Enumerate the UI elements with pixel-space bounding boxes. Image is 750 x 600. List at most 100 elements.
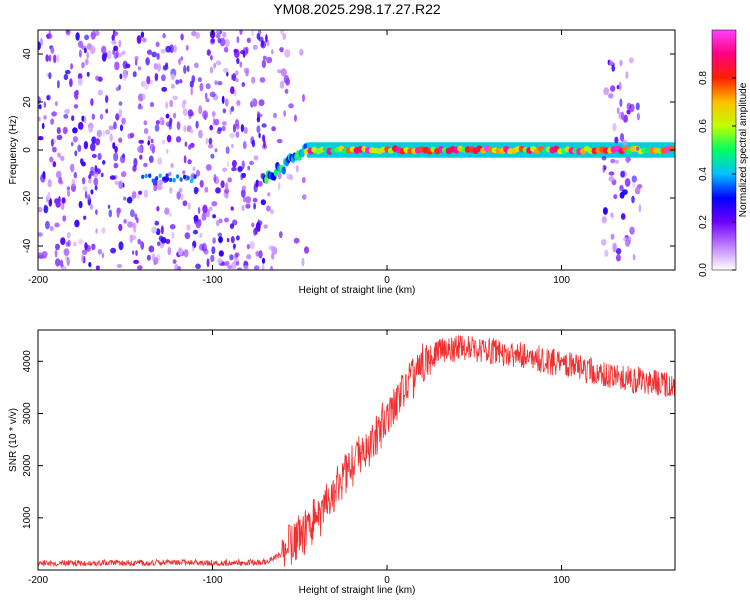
noise-blob (118, 39, 122, 48)
noise-blob (137, 93, 144, 102)
noise-blob (224, 182, 229, 191)
noise-blob (91, 243, 96, 250)
noise-blob (155, 120, 160, 125)
noise-blob (78, 238, 84, 245)
noise-blob (119, 73, 123, 80)
noise-blob (160, 237, 167, 244)
noise-blob (632, 181, 635, 188)
noise-blob (97, 249, 103, 255)
noise-blob (201, 242, 207, 252)
noise-blob (162, 32, 166, 39)
noise-blob (178, 187, 183, 193)
noise-blob (123, 219, 127, 224)
noise-blob (134, 213, 138, 220)
noise-blob (225, 191, 229, 199)
noise-blob (628, 57, 634, 64)
noise-blob (91, 34, 95, 40)
noise-blob (84, 34, 90, 41)
noise-blob (186, 224, 191, 231)
noise-blob (231, 159, 237, 168)
noise-blob (218, 250, 224, 257)
noise-blob (168, 212, 172, 217)
noise-blob (249, 241, 255, 250)
noise-blob (73, 171, 78, 179)
noise-blob (253, 202, 256, 210)
noise-blob (136, 265, 143, 270)
noise-blob (164, 207, 170, 215)
noise-blob (204, 92, 208, 100)
snr-series-line (38, 334, 675, 568)
noise-blob (199, 82, 204, 92)
noise-blob (48, 72, 52, 80)
noise-blob (205, 83, 211, 90)
noise-blob (192, 229, 199, 235)
noise-blob (618, 81, 622, 91)
noise-blob (55, 200, 61, 208)
noise-blob (169, 224, 176, 230)
noise-blob (137, 238, 141, 245)
noise-blob (86, 51, 89, 60)
noise-blob (619, 184, 624, 192)
noise-blob (178, 247, 183, 256)
noise-blob (181, 102, 186, 109)
noise-blob (214, 80, 218, 86)
noise-blob (198, 105, 203, 115)
noise-blob (608, 60, 614, 66)
noise-blob (184, 232, 191, 240)
noise-blob (169, 99, 174, 108)
noise-blob (195, 263, 201, 270)
noise-blob (138, 190, 143, 195)
noise-blob (118, 241, 124, 251)
noise-blob (216, 219, 220, 227)
noise-blob (73, 241, 77, 247)
noise-blob (70, 141, 74, 147)
noise-blob (252, 44, 258, 50)
noise-blob (73, 104, 79, 109)
noise-blob (224, 188, 230, 194)
noise-blob (634, 186, 641, 195)
noise-blob (626, 109, 631, 115)
noise-blob (52, 161, 57, 168)
noise-blob (63, 248, 70, 256)
noise-blob (74, 219, 80, 228)
noise-blob (166, 134, 172, 143)
noise-blob (88, 179, 92, 184)
colorbar-tick-label: 0.8 (698, 71, 709, 85)
noise-blob (245, 204, 251, 209)
noise-blob (604, 249, 609, 257)
noise-blob (183, 65, 187, 74)
noise-blob (600, 239, 607, 246)
noise-blob (110, 247, 117, 254)
noise-blob (202, 110, 209, 119)
noise-blob (64, 108, 70, 115)
noise-blob (636, 146, 640, 151)
noise-blob (258, 180, 263, 187)
noise-blob (616, 107, 620, 114)
noise-blob (295, 164, 299, 173)
noise-blob (66, 257, 70, 266)
snr-x-tick-label: 0 (384, 575, 390, 586)
noise-blob (151, 51, 157, 58)
noise-blob (226, 71, 229, 77)
noise-blob (223, 67, 229, 73)
noise-blob (265, 34, 268, 43)
noise-blob (189, 128, 194, 134)
noise-blob (146, 75, 151, 85)
noise-blob (99, 113, 104, 120)
noise-blob (148, 245, 155, 253)
noise-blob (611, 64, 615, 72)
noise-blob (105, 108, 109, 114)
noise-blob (214, 148, 218, 153)
noise-blob (176, 121, 181, 130)
noise-blob (77, 144, 82, 152)
noise-blob (111, 40, 117, 45)
noise-blob (243, 264, 249, 270)
noise-blob (223, 46, 229, 53)
noise-blob (131, 250, 135, 255)
noise-blob (55, 170, 62, 179)
noise-blob (41, 122, 45, 130)
noise-blob (186, 65, 190, 72)
noise-blob (620, 170, 625, 178)
noise-blob (91, 136, 97, 144)
